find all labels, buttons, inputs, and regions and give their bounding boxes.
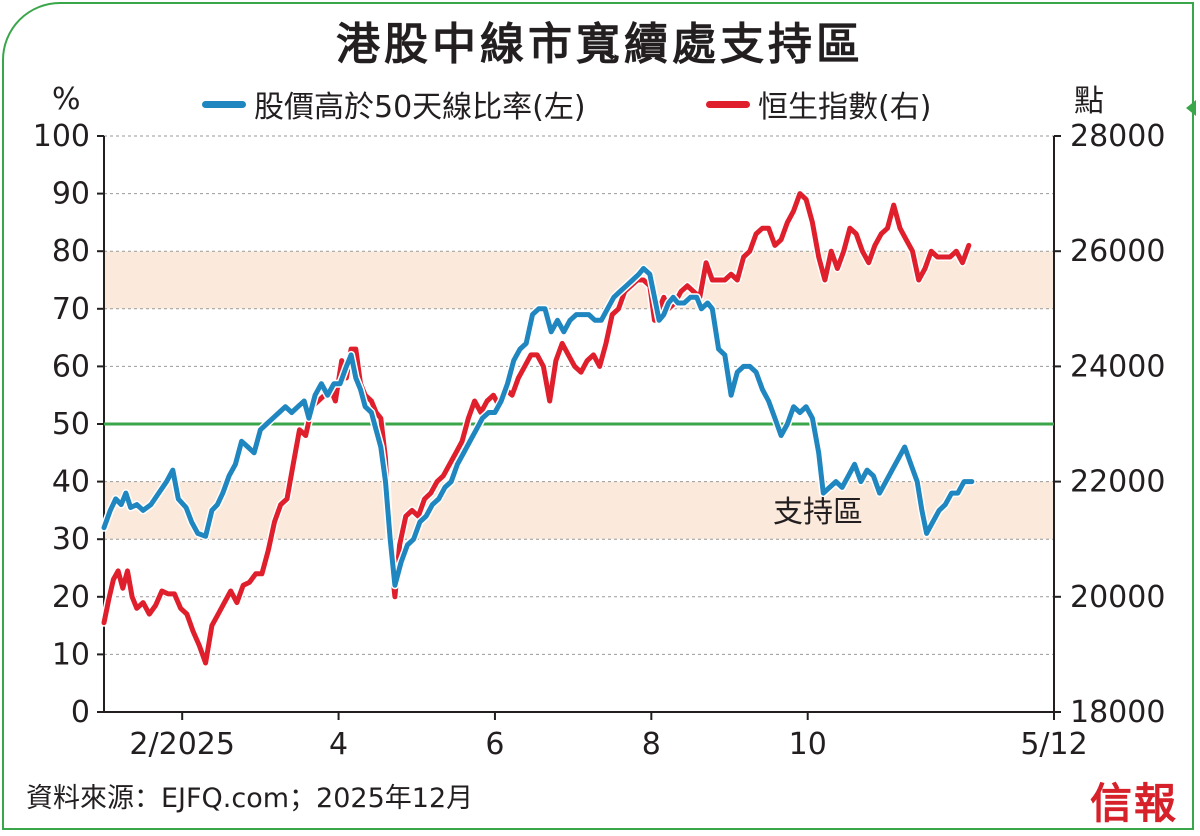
series-line-breadth-ratio bbox=[101, 266, 975, 588]
legend-label-blue: 股價高於50天線比率(左) bbox=[254, 90, 586, 125]
left-tick-label-6: 60 bbox=[52, 349, 90, 384]
left-tick-label-0: 0 bbox=[71, 695, 90, 730]
right-axis-unit: 點 bbox=[1074, 84, 1104, 119]
right-tick-label-0: 18000 bbox=[1070, 695, 1165, 730]
legend-swatch-red bbox=[706, 100, 750, 108]
x-tick-label-2: 6 bbox=[485, 727, 504, 762]
left-tick-label-4: 40 bbox=[52, 465, 90, 500]
left-tick-label-9: 90 bbox=[52, 177, 90, 212]
left-tick-label-7: 70 bbox=[52, 292, 90, 327]
legend-item-blue: 股價高於50天線比率(左) bbox=[202, 84, 586, 125]
chart-title: 港股中線市寬續處支持區 bbox=[336, 19, 864, 70]
left-tick-label-3: 30 bbox=[52, 522, 90, 557]
right-tick-label-5: 28000 bbox=[1070, 119, 1165, 154]
band-1 bbox=[104, 481, 1054, 540]
right-tick-label-2: 22000 bbox=[1070, 465, 1165, 500]
x-tick-label-4: 10 bbox=[789, 727, 827, 762]
legend-item-red: 恒生指數(右) bbox=[706, 84, 932, 125]
left-tick-label-1: 10 bbox=[52, 637, 90, 672]
publisher-logo: 信報 bbox=[1090, 779, 1179, 828]
x-tick-label-1: 4 bbox=[329, 727, 348, 762]
source-note: 資料來源：EJFQ.com；2025年12月 bbox=[26, 783, 474, 814]
right-tick-label-4: 26000 bbox=[1070, 234, 1165, 269]
left-tick-label-5: 50 bbox=[52, 407, 90, 442]
x-tick-label-0: 2/2025 bbox=[129, 727, 235, 762]
right-tick-label-3: 24000 bbox=[1070, 349, 1165, 384]
x-tick-label-3: 8 bbox=[642, 727, 661, 762]
series-line-hang-seng-index bbox=[101, 191, 972, 666]
corner-marker-icon bbox=[1186, 100, 1196, 116]
left-axis-unit: % bbox=[52, 82, 81, 117]
left-tick-label-10: 100 bbox=[33, 119, 90, 154]
legend-swatch-blue bbox=[202, 100, 246, 108]
x-tick-label-5: 5/12 bbox=[1020, 727, 1087, 762]
band-0 bbox=[104, 251, 1054, 309]
right-tick-label-1: 20000 bbox=[1070, 580, 1165, 615]
legend-label-red: 恒生指數(右) bbox=[758, 90, 932, 125]
left-tick-label-2: 20 bbox=[52, 580, 90, 615]
left-tick-label-8: 80 bbox=[52, 234, 90, 269]
band-label: 支持區 bbox=[773, 495, 863, 530]
